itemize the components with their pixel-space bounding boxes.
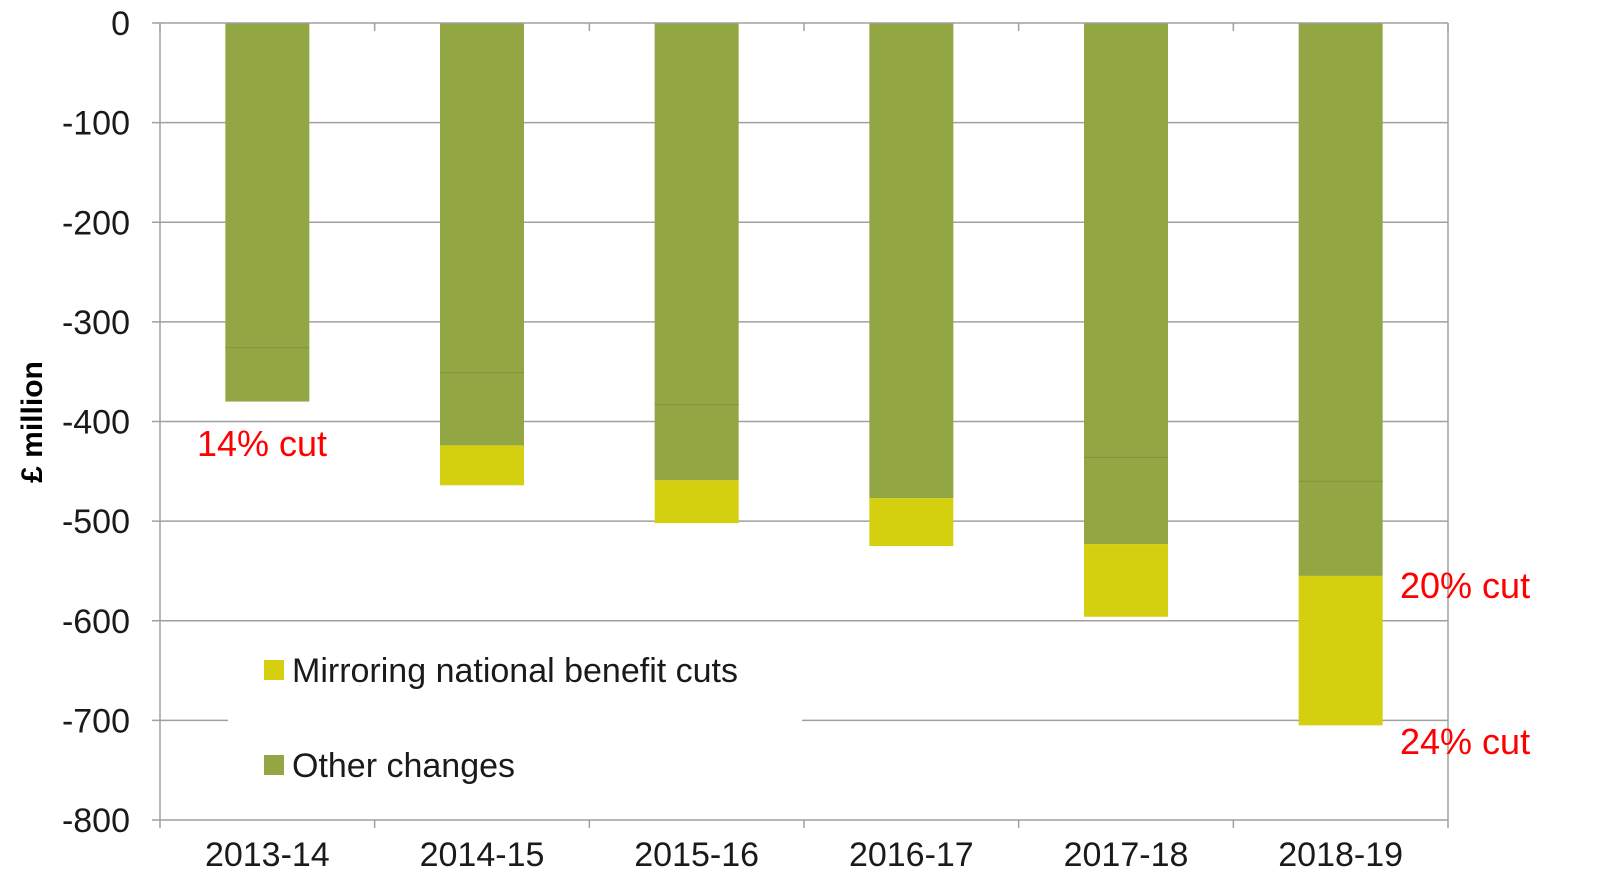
x-tick-labels: 2013-14 2014-15 2015-16 2016-17 2017-18 2018-… <box>205 836 1403 874</box>
legend-swatch <box>264 660 284 680</box>
bar-other-changes <box>1298 23 1383 576</box>
bar-other-changes <box>225 23 310 402</box>
annotations: 14% cut 20% cut 24% cut <box>197 423 1530 762</box>
y-tick-label: -300 <box>62 304 130 342</box>
x-tick-label: 2016-17 <box>849 836 974 874</box>
x-tick-label: 2013-14 <box>205 836 330 874</box>
y-tick-label: -700 <box>62 702 130 740</box>
x-tick-label: 2017-18 <box>1064 836 1189 874</box>
x-tick-label: 2015-16 <box>634 836 759 874</box>
cut-annotation: 24% cut <box>1400 721 1530 762</box>
y-tick-label: -800 <box>62 802 130 840</box>
legend: Mirroring national benefit cuts Other cha… <box>264 652 738 785</box>
x-tick-label: 2018-19 <box>1278 836 1403 874</box>
gridlines <box>160 121 1448 722</box>
legend-label: Other changes <box>292 747 515 785</box>
y-tick-label: 0 <box>111 5 130 43</box>
cut-annotation: 20% cut <box>1400 565 1530 606</box>
x-tick-label: 2014-15 <box>420 836 545 874</box>
bar-mirroring-cuts <box>654 480 739 524</box>
y-axis-title: £ million <box>16 361 49 483</box>
bars <box>225 23 1383 726</box>
cut-annotation: 14% cut <box>197 423 327 464</box>
y-tick-label: -400 <box>62 404 130 442</box>
bar-mirroring-cuts <box>869 498 954 547</box>
bar-mirroring-cuts <box>1084 544 1168 617</box>
bar-other-changes <box>440 23 524 446</box>
legend-swatch <box>264 755 284 775</box>
bar-other-changes <box>1084 23 1168 545</box>
y-tick-label: -200 <box>62 204 130 242</box>
y-tick-labels: 0 -100 -200 -300 -400 -500 -600 -700 -800 <box>62 5 130 840</box>
bar-other-changes <box>869 23 954 499</box>
bar-mirroring-cuts <box>1298 575 1383 726</box>
y-tick-label: -100 <box>62 105 130 143</box>
bar-other-changes <box>654 23 739 481</box>
bar-mirroring-cuts <box>440 445 524 486</box>
y-tick-label: -600 <box>62 603 130 641</box>
axes <box>152 22 1449 828</box>
y-tick-label: -500 <box>62 503 130 541</box>
legend-label: Mirroring national benefit cuts <box>292 652 738 690</box>
